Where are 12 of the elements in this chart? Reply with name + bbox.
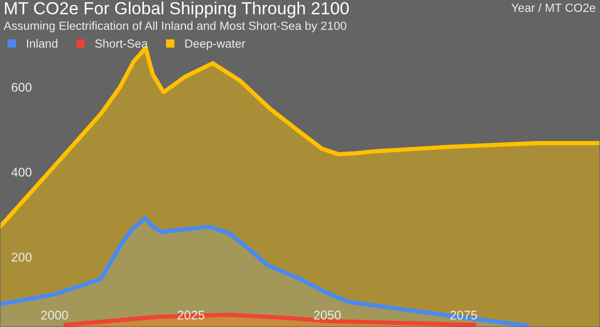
- text: Assuming Electrification of All Inland and Most Short-Sea by 2100: [4, 21, 346, 32]
- legend-label: Deep-water: [185, 39, 246, 50]
- x-tick-label: 2025: [178, 310, 204, 320]
- legend-label: Short-Sea: [95, 39, 148, 48]
- annotation: Year / MT CO2e: [511, 3, 596, 12]
- y-tick-label: 400: [11, 168, 32, 177]
- y-tick-label: 600: [12, 82, 32, 92]
- y-tick-label: 200: [12, 252, 32, 262]
- chart-title: MT CO2e For Global Shipping Through 2100: [5, 2, 349, 18]
- x-tick-label: 2050: [314, 310, 341, 320]
- legend-label: Inland: [26, 39, 58, 48]
- x-tick-label: 2000: [41, 310, 68, 320]
